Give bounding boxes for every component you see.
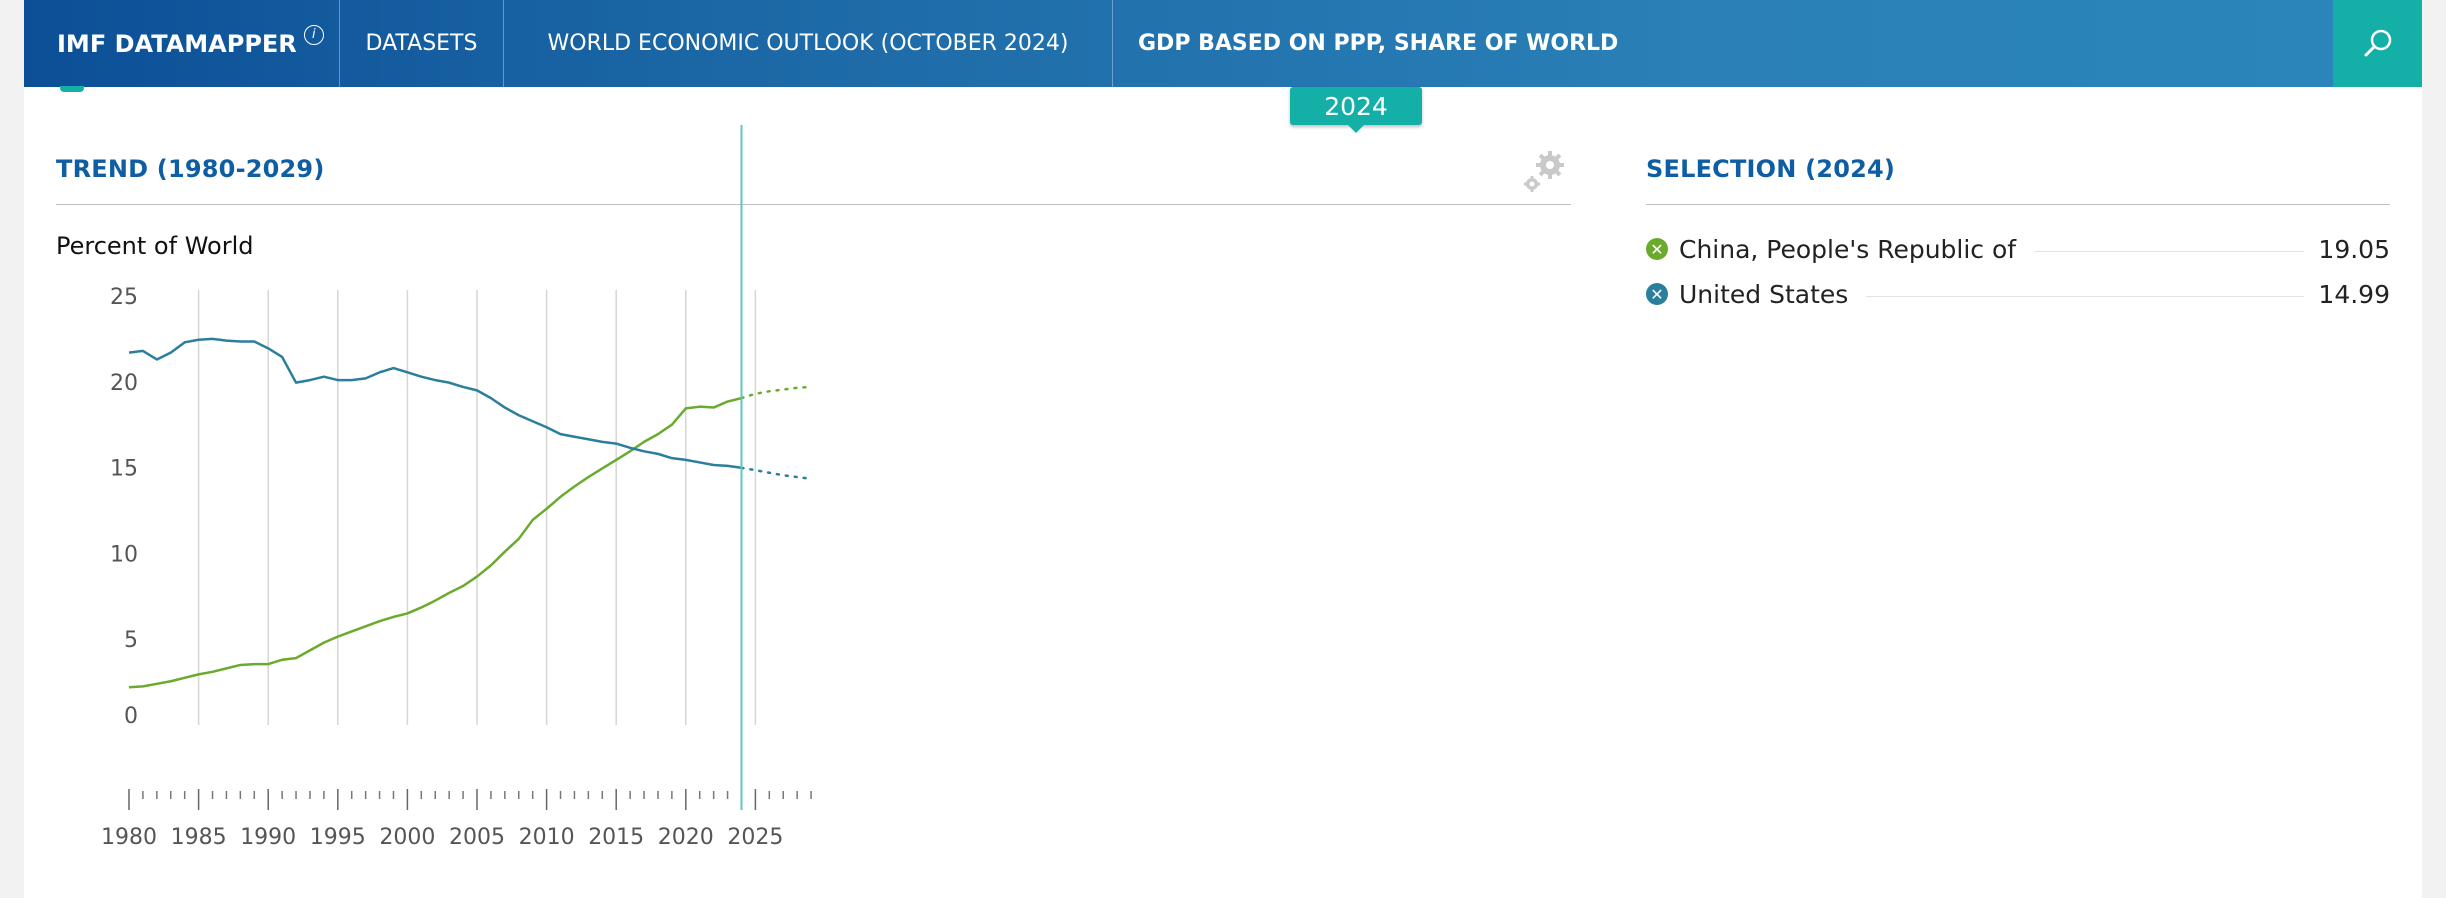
x-tick-label: 2025 xyxy=(727,825,783,850)
series-projection xyxy=(740,385,813,400)
search-button[interactable] xyxy=(2333,0,2422,87)
leader-line xyxy=(2034,250,2305,252)
y-tick-label: 25 xyxy=(110,285,138,310)
x-tick-label: 2010 xyxy=(519,825,575,850)
remove-us-icon[interactable]: ✕ xyxy=(1646,283,1668,305)
series-line xyxy=(128,396,742,689)
x-tick-label: 1985 xyxy=(171,825,227,850)
settings-gear-icon[interactable] xyxy=(1520,148,1568,196)
x-tick-label: 2015 xyxy=(588,825,644,850)
x-tick-label: 2020 xyxy=(658,825,714,850)
trend-divider xyxy=(56,204,1571,205)
datasets-label: DATASETS xyxy=(365,31,478,56)
trend-title: TREND (1980-2029) xyxy=(56,155,325,183)
x-tick-label: 2005 xyxy=(449,825,505,850)
series-projection xyxy=(740,466,813,481)
selection-title: SELECTION (2024) xyxy=(1646,155,1896,183)
nav-indicator-tab xyxy=(60,86,84,92)
page-card xyxy=(24,0,2422,898)
x-tick-label: 2000 xyxy=(379,825,435,850)
datasets-link[interactable]: DATASETS xyxy=(340,0,504,87)
y-tick-label: 0 xyxy=(124,704,138,729)
x-tick-label: 1990 xyxy=(240,825,296,850)
series-line xyxy=(128,337,742,470)
selection-item-china[interactable]: ✕ China, People's Republic of 19.05 xyxy=(1646,231,2390,267)
unit-label: Percent of World xyxy=(56,232,254,260)
selection-divider xyxy=(1646,204,2390,205)
y-tick-label: 15 xyxy=(110,457,138,482)
selection-item-us[interactable]: ✕ United States 14.99 xyxy=(1646,276,2390,312)
year-slider-badge[interactable]: 2024 xyxy=(1290,87,1422,133)
x-tick-label: 1995 xyxy=(310,825,366,850)
selection-item-value: 14.99 xyxy=(2318,279,2390,309)
remove-china-icon[interactable]: ✕ xyxy=(1646,238,1668,260)
selection-item-name: United States xyxy=(1679,279,1849,309)
selection-item-name: China, People's Republic of xyxy=(1679,234,2017,264)
indicator-breadcrumb[interactable]: GDP BASED ON PPP, SHARE OF WORLD xyxy=(1113,0,2358,87)
search-icon xyxy=(2364,29,2391,56)
indicator-label: GDP BASED ON PPP, SHARE OF WORLD xyxy=(1138,31,1619,56)
top-nav: IMF DATAMAPPER i DATASETS WORLD ECONOMIC… xyxy=(24,0,2422,87)
logo-link[interactable]: IMF DATAMAPPER i xyxy=(24,0,340,87)
y-tick-label: 5 xyxy=(124,628,138,653)
dataset-breadcrumb[interactable]: WORLD ECONOMIC OUTLOOK (OCTOBER 2024) xyxy=(504,0,1113,87)
dataset-label: WORLD ECONOMIC OUTLOOK (OCTOBER 2024) xyxy=(547,31,1069,56)
y-tick-label: 10 xyxy=(110,542,138,567)
selection-item-value: 19.05 xyxy=(2318,234,2390,264)
x-tick-label: 1980 xyxy=(101,825,157,850)
info-icon[interactable]: i xyxy=(303,24,324,45)
leader-line xyxy=(1866,295,2305,297)
logo-text: IMF DATAMAPPER xyxy=(57,29,297,58)
y-tick-label: 20 xyxy=(110,371,138,396)
